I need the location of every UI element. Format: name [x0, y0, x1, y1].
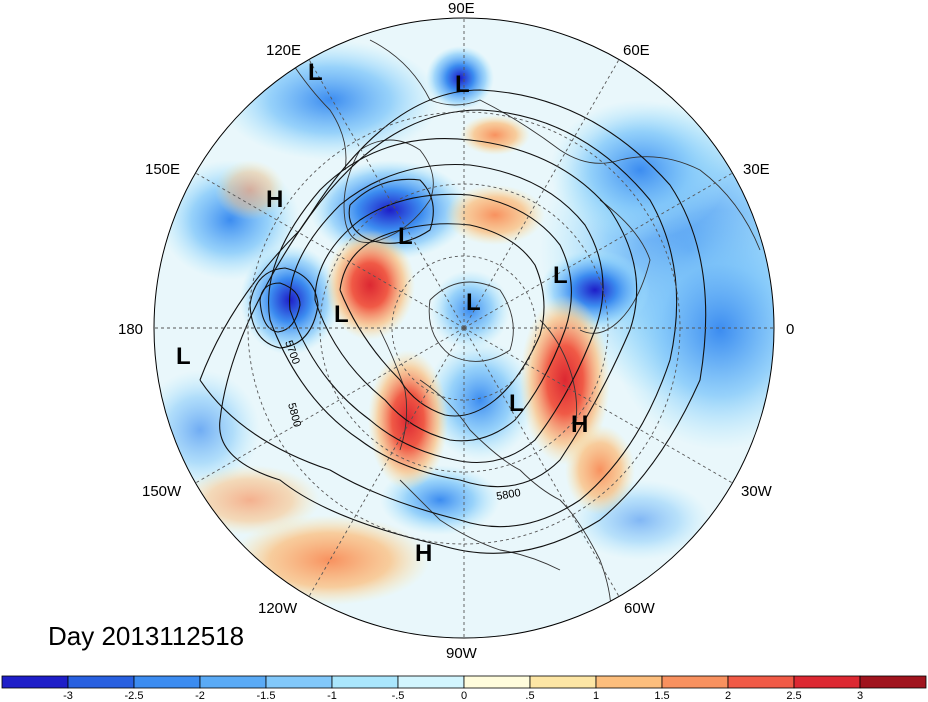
colorbar-tick-label: 0 [461, 690, 467, 702]
colorbar-swatch [595, 675, 663, 689]
colorbar-tick-label: 1 [593, 690, 599, 702]
meridian-line [308, 327, 465, 597]
colorbar-swatch [133, 675, 201, 689]
high-center-label: H [266, 186, 283, 213]
meridian-line [195, 327, 465, 484]
colorbar-tick-label: 1.5 [654, 690, 669, 702]
colorbar-swatch [331, 675, 399, 689]
lon-label-90w: 90W [446, 645, 478, 662]
meridian-line [308, 59, 465, 329]
low-center-label: L [553, 262, 568, 289]
colorbar-tick-label: .5 [525, 690, 534, 702]
colorbar-swatch [463, 675, 531, 689]
lon-label-90e: 90E [448, 0, 475, 17]
contour-label-5800-south: 5800 [495, 487, 521, 503]
lon-label-150e: 150E [145, 161, 180, 178]
colorbar-tick-label: 2 [725, 690, 731, 702]
high-center-label: H [415, 540, 432, 567]
lon-label-120e: 120E [266, 42, 301, 59]
colorbar-tick-label: -3 [63, 690, 73, 702]
low-center-label: L [176, 343, 191, 370]
map-graticule [154, 18, 774, 638]
colorbar-tick-label: -1.5 [257, 690, 276, 702]
colorbar-swatch [265, 675, 333, 689]
colorbar-tick-label: 3 [857, 690, 863, 702]
map-boundary [153, 17, 775, 639]
low-center-label: L [308, 59, 323, 86]
colorbar-tick-label: 2.5 [786, 690, 801, 702]
meridian-line [463, 327, 620, 597]
colorbar-swatch [397, 675, 465, 689]
lon-label-60w: 60W [624, 600, 656, 617]
pressure-centers: L L H L L L L L L H H [176, 59, 588, 567]
latitude-ring [247, 111, 681, 545]
lon-label-0: 0 [786, 321, 794, 338]
colorbar-swatch [661, 675, 729, 689]
low-center-label: L [334, 301, 349, 328]
low-center-label: L [398, 223, 413, 250]
low-center-label: L [455, 71, 470, 98]
meridian-line [195, 172, 465, 329]
colorbar-swatch [529, 675, 597, 689]
high-center-label: H [571, 411, 588, 438]
colorbar: -3 -2.5 -2 -1.5 -1 -.5 0 .5 1 1.5 2 2.5 3 [1, 675, 927, 702]
colorbar-swatch [859, 675, 927, 689]
meridian-line [463, 172, 733, 329]
colorbar-tick-label: -1 [327, 690, 337, 702]
meridian-line [463, 59, 620, 329]
low-center-label: L [509, 390, 524, 417]
lon-label-120w: 120W [258, 600, 298, 617]
colorbar-tick-label: -.5 [392, 690, 405, 702]
colorbar-tick-label: -2 [195, 690, 205, 702]
lon-label-30w: 30W [741, 483, 773, 500]
lon-label-150w: 150W [142, 483, 182, 500]
day-title: Day 2013112518 [48, 621, 244, 651]
lon-label-180: 180 [118, 321, 143, 338]
lon-label-60e: 60E [623, 42, 650, 59]
meridian-line [463, 327, 733, 484]
lon-label-30e: 30E [743, 161, 770, 178]
colorbar-swatch [67, 675, 135, 689]
colorbar-swatch [793, 675, 861, 689]
colorbar-swatch [1, 675, 69, 689]
colorbar-swatch [199, 675, 267, 689]
latitude-ring [319, 183, 609, 473]
low-center-label: L [466, 289, 481, 316]
colorbar-swatch [727, 675, 795, 689]
colorbar-tick-label: -2.5 [125, 690, 144, 702]
latitude-ring [391, 255, 537, 401]
longitude-labels: 90E 60E 30E 0 30W 60W 90W 120W 150W 180 … [118, 0, 794, 662]
